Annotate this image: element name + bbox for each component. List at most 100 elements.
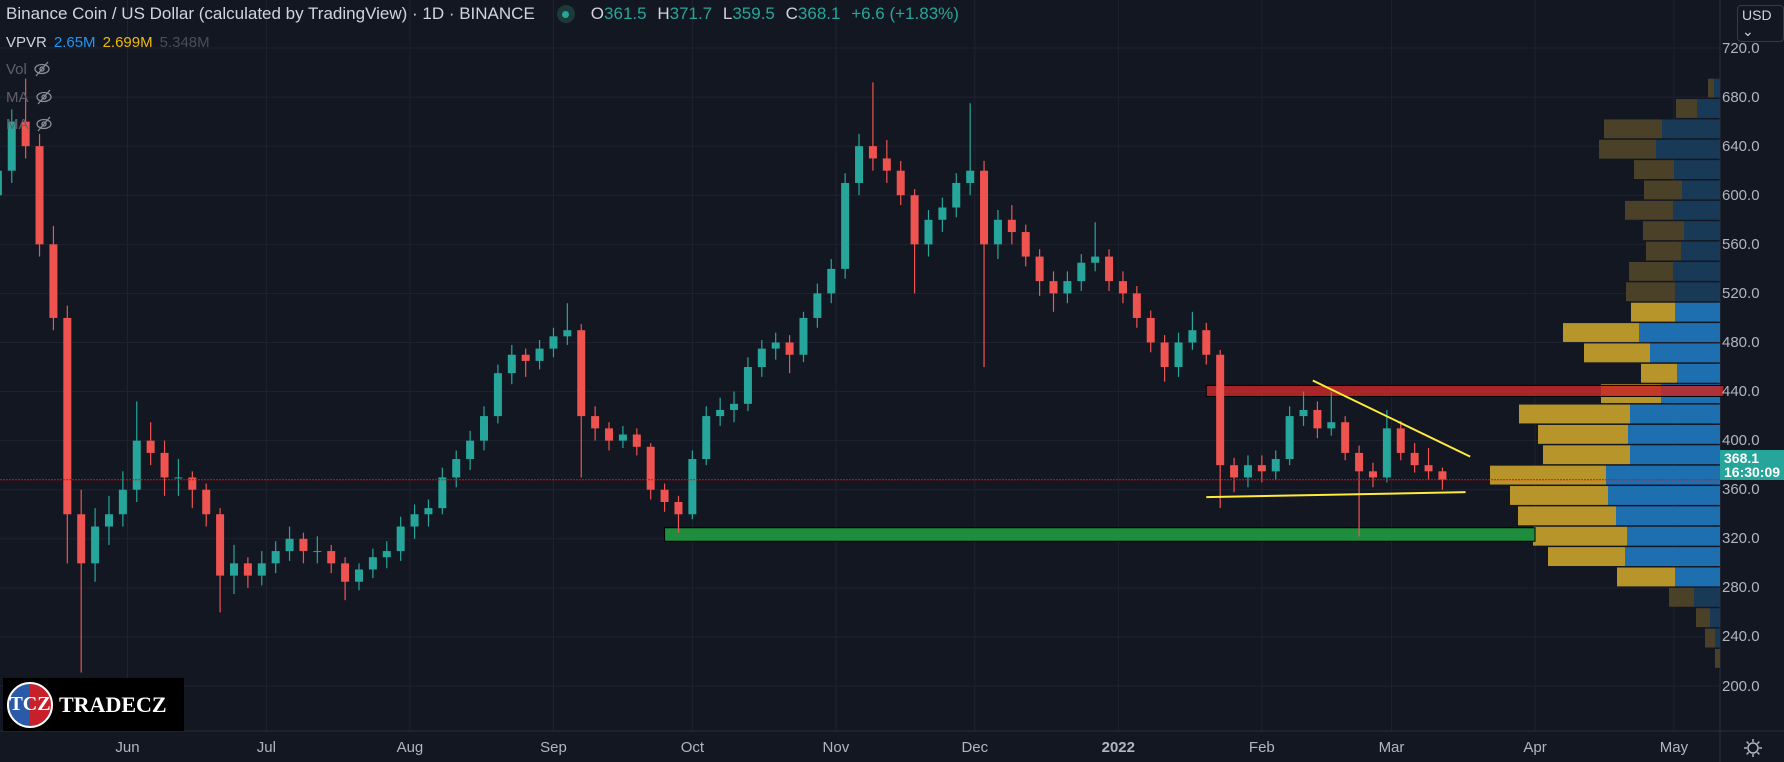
price-tick-label: 280.0 (1722, 579, 1760, 597)
candle-body (1091, 256, 1100, 263)
candle-body (1410, 452, 1419, 466)
eye-off-icon[interactable] (33, 60, 51, 78)
open-value: 361.5 (604, 4, 647, 23)
high-value: 371.7 (669, 4, 713, 23)
candle-body (1146, 317, 1155, 343)
candle-body (21, 121, 30, 147)
candle-body (1368, 471, 1377, 478)
candle-body (243, 563, 252, 576)
candle-body (855, 146, 864, 183)
candle-body (1243, 465, 1252, 478)
symbol-title[interactable]: Binance Coin / US Dollar (calculated by … (6, 4, 535, 23)
candle-body (674, 501, 683, 515)
volume-profile-down-bar (1646, 241, 1681, 261)
volume-profile-down-bar (1643, 221, 1684, 241)
candle-body (1271, 459, 1280, 472)
candle-body (716, 409, 725, 417)
candle-body (521, 354, 530, 361)
candle-body (868, 146, 877, 159)
volume-profile-up-bar (1630, 404, 1720, 424)
candle-body (229, 563, 238, 576)
volume-profile-up-bar (1630, 445, 1720, 465)
candle-body (1299, 409, 1308, 417)
candle-body (49, 244, 58, 318)
change-value: +6.6 (+1.83%) (851, 4, 959, 23)
volume-profile-up-bar (1677, 363, 1720, 383)
candle-body (132, 440, 141, 490)
eye-off-icon[interactable] (35, 88, 53, 106)
time-tick-label: Aug (396, 739, 424, 756)
candle-body (1355, 452, 1364, 472)
volume-profile-down-bar (1604, 119, 1662, 139)
currency-dropdown[interactable]: USD ⌄ (1737, 5, 1784, 42)
candle-body (1327, 422, 1336, 429)
volume-profile-down-bar (1634, 160, 1674, 180)
candle-body (104, 514, 113, 527)
candle-body (382, 551, 391, 558)
candle-body (813, 293, 822, 318)
price-tick-label: 320.0 (1722, 530, 1760, 548)
candle-body (493, 373, 502, 417)
candle-body (730, 403, 739, 410)
indicator-ma-2[interactable]: MA (6, 115, 53, 133)
eye-off-icon[interactable] (35, 115, 53, 133)
logo-mark: TCZ (7, 681, 53, 728)
volume-profile-up-bar (1628, 424, 1720, 444)
logo-text: TRADECZ (59, 691, 167, 717)
volume-profile-up-bar (1608, 486, 1720, 505)
candle-body (924, 219, 933, 245)
candle-body (424, 508, 433, 515)
gear-icon[interactable] (1742, 737, 1764, 759)
trendline-descending (1312, 379, 1471, 458)
volume-profile-down-bar (1715, 648, 1720, 668)
volume-profile-down-bar (1625, 200, 1673, 220)
candle-body (507, 354, 516, 374)
candle-body (993, 219, 1002, 245)
vpvr-legend[interactable]: VPVR 2.65M 2.699M 5.348M (6, 34, 210, 51)
candle-body (966, 170, 975, 183)
candle-body (980, 170, 989, 245)
indicator-vol[interactable]: Vol (6, 60, 51, 78)
time-tick-label: Sep (540, 739, 567, 756)
indicator-ma-1[interactable]: MA (6, 88, 53, 106)
time-tick-label: Feb (1248, 739, 1275, 756)
vpvr-label: VPVR (6, 34, 47, 51)
support-zone (664, 527, 1536, 542)
candle-body (896, 170, 905, 196)
volume-profile-up-bar (1710, 608, 1720, 628)
price-tick-label: 480.0 (1722, 333, 1760, 351)
candle-body (1230, 465, 1239, 478)
candle-body (938, 207, 947, 220)
volume-profile-up-bar (1673, 261, 1720, 281)
vpvr-down-volume: 2.699M (102, 34, 153, 51)
candle-body (1438, 471, 1447, 480)
volume-profile-down-bar (1696, 608, 1710, 628)
candle-body (1396, 428, 1405, 453)
volume-profile-down-bar (1599, 139, 1656, 159)
candle-body (63, 317, 72, 515)
symbol-header: Binance Coin / US Dollar (calculated by … (6, 4, 965, 24)
volume-profile-down-bar (1629, 261, 1673, 281)
candle-body (660, 489, 669, 502)
chevron-down-icon: ⌄ (1742, 23, 1754, 39)
candle-body (841, 182, 850, 269)
volume-profile-up-bar (1715, 628, 1720, 648)
candle-body (1382, 428, 1391, 478)
volume-profile-down-bar (1538, 424, 1628, 444)
volume-profile-up-bar (1627, 526, 1720, 546)
time-tick-label: Jun (115, 739, 140, 756)
candle-body (0, 170, 2, 196)
candle-body (1007, 219, 1016, 233)
volume-profile-up-bar (1673, 200, 1720, 220)
candle-body (1160, 342, 1169, 368)
ohlc-values: O361.5 H371.7 L359.5 C368.1 +6.6 (+1.83%… (590, 4, 959, 23)
volume-profile-down-bar (1626, 282, 1675, 302)
candle-body (355, 569, 363, 582)
close-value: 368.1 (797, 4, 841, 23)
volume-profile-up-bar (1675, 567, 1720, 587)
candle-body (452, 459, 461, 478)
time-tick-label: Jul (256, 739, 276, 756)
candle-body (202, 489, 211, 515)
candle-body (118, 489, 127, 515)
